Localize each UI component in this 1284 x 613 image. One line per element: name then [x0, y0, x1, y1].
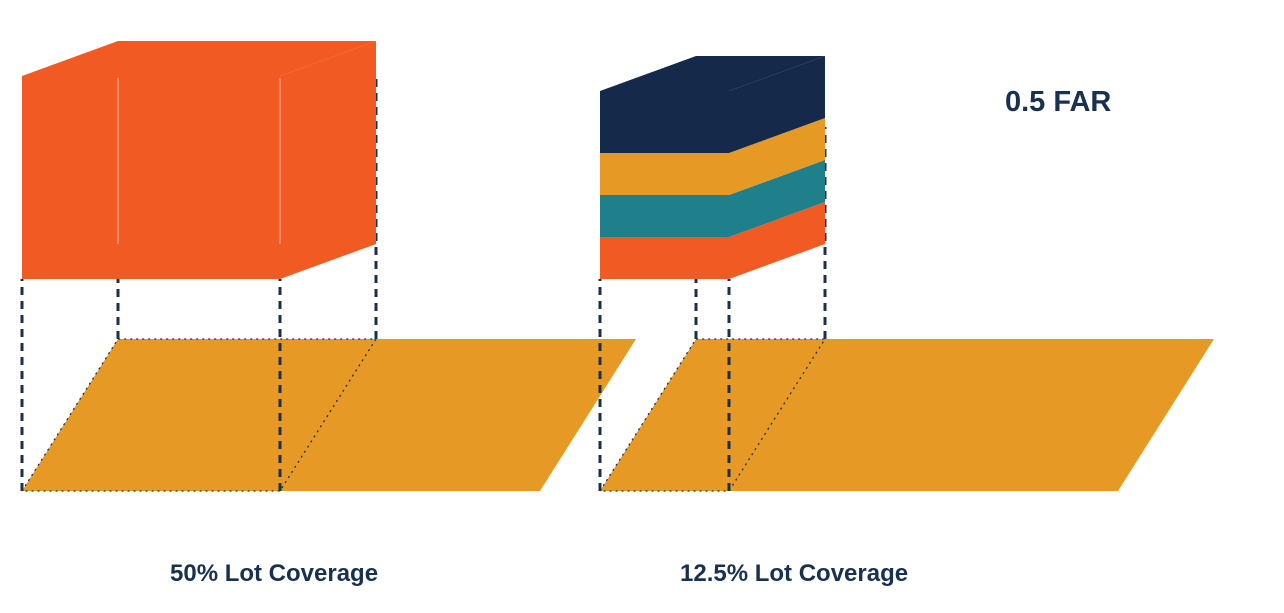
title-far: 0.5 FAR: [1005, 86, 1111, 119]
building-front: [22, 76, 280, 279]
building-side: [280, 41, 376, 279]
floor-front-1: [600, 195, 729, 237]
floor-front-3: [600, 91, 729, 153]
floor-front-0: [600, 237, 729, 279]
label-left-coverage: 50% Lot Coverage: [170, 560, 378, 588]
label-right-coverage: 12.5% Lot Coverage: [680, 560, 908, 588]
floor-front-2: [600, 153, 729, 195]
lot-left: [22, 339, 636, 491]
lot-right: [600, 339, 1214, 491]
